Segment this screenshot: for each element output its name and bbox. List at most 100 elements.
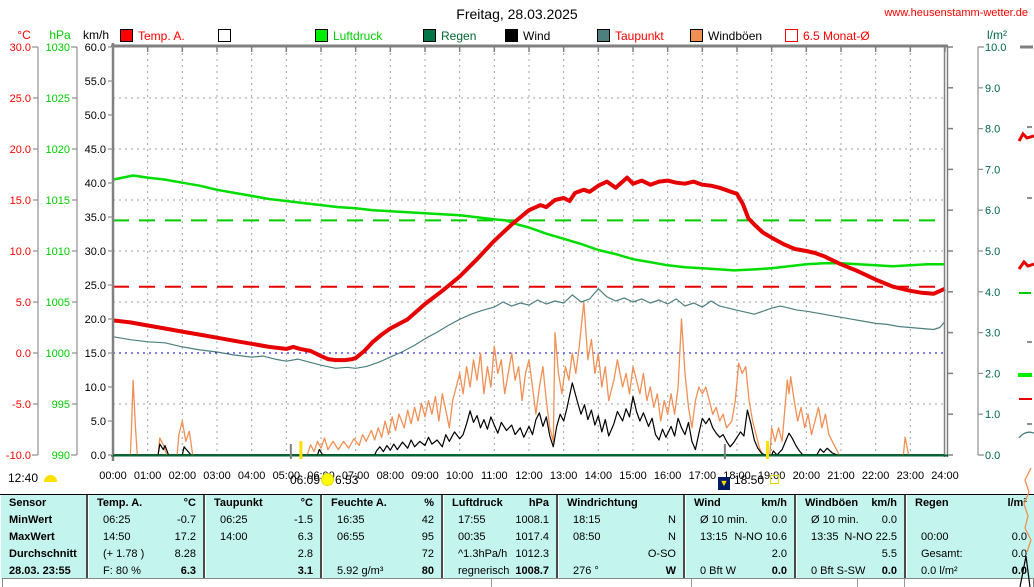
- cell-detail: Ø 10 min.: [811, 514, 859, 527]
- cell-value: 17.2: [174, 530, 196, 543]
- svg-text:2.0: 2.0: [985, 368, 1000, 380]
- adjacent-chart-fragment: [1017, 45, 1034, 587]
- legend-swatch-icon: [423, 29, 436, 42]
- cell-value: -1.5: [294, 514, 313, 527]
- svg-text:l/m²: l/m²: [987, 28, 1007, 42]
- cell-value: N: [668, 514, 676, 527]
- series-windb-en: [113, 301, 945, 456]
- legend-label: Luftdruck: [333, 29, 383, 43]
- cell-value: 1008.1: [515, 514, 549, 527]
- cell-value: 72: [421, 547, 434, 560]
- svg-text:25.0: 25.0: [10, 93, 31, 105]
- legend-item-luftdruck: Luftdruck: [315, 29, 383, 43]
- svg-text:08:00: 08:00: [377, 470, 405, 482]
- cell-value: 6.3: [297, 530, 313, 543]
- cell-value: 42: [421, 514, 434, 527]
- legend-item-taupunkt: Taupunkt: [597, 29, 664, 43]
- svg-text:02:00: 02:00: [169, 470, 197, 482]
- next-panel-sliver: [2, 578, 1034, 587]
- sunrise-time: 6:53: [335, 473, 359, 487]
- sensor-panel-feuchte-a-: Feuchte A.% 16:35 42 06:55 95 72 5.92 g/m³ 80: [322, 495, 443, 579]
- legend-label: Regen: [441, 29, 477, 43]
- svg-text:24:00: 24:00: [931, 470, 959, 482]
- cell-detail: Ø 10 min.: [700, 514, 748, 527]
- sun-axis-markers: [289, 441, 770, 459]
- svg-text:4.0: 4.0: [985, 287, 1000, 299]
- cell-detail: 00:00: [921, 530, 949, 543]
- sensor-panel-taupunkt: Taupunkt °C 06:25 -1.5 14:00 6.3 2.8 3.1: [205, 495, 322, 579]
- svg-text:8.0: 8.0: [985, 124, 1000, 136]
- svg-text:1000: 1000: [46, 348, 70, 360]
- legend-item-windb-en: Windböen: [690, 29, 762, 43]
- cell-detail: 16:35: [337, 514, 365, 527]
- cell-detail: 18:15: [573, 514, 601, 527]
- cell-detail: 0 Bft W: [700, 564, 737, 577]
- svg-text:22:00: 22:00: [862, 470, 890, 482]
- weather-chart: 30.0 25.0 20.0 15.0 10.0 5.0 0.0 -5.0 -10.0 1030 1…: [6, 28, 1007, 482]
- svg-text:18:00: 18:00: [723, 470, 751, 482]
- svg-text:7.0: 7.0: [985, 164, 1000, 176]
- cell-detail: 14:50: [103, 530, 131, 543]
- svg-text:23:00: 23:00: [897, 470, 925, 482]
- svg-text:5.0: 5.0: [985, 246, 1000, 258]
- legend-label: Taupunkt: [615, 29, 664, 43]
- legend-swatch-icon: [597, 29, 610, 42]
- svg-text:15:00: 15:00: [619, 470, 647, 482]
- cell-detail: 5.92 g/m³: [337, 564, 384, 577]
- svg-text:17:00: 17:00: [689, 470, 717, 482]
- cell-detail: 17:55: [458, 514, 486, 527]
- cell-detail: (+ 1.78 ): [103, 547, 145, 560]
- legend-label: Wind: [523, 29, 551, 43]
- website-link[interactable]: www.heusenstamm-wetter.de: [884, 7, 1028, 19]
- legend-label: Temp. A.: [138, 29, 185, 43]
- cell-detail: 06:25: [220, 514, 248, 527]
- svg-text:1025: 1025: [46, 93, 70, 105]
- svg-text:hPa: hPa: [49, 28, 71, 42]
- cell-detail: 08:50: [573, 530, 601, 543]
- svg-text:5.0: 5.0: [91, 416, 106, 428]
- sensor-panel-temp-a-: Temp. A. °C 06:25 -0.7 14:50 17.2 (+ 1.78 ) 8.2…: [88, 495, 205, 579]
- sunset-info: ▼ 18:50: [718, 473, 780, 490]
- reference-lines: [113, 219, 945, 354]
- sensor-row-labels: Sensor MinWert MaxWert Durchschnitt 28.03. 2…: [0, 495, 88, 579]
- svg-text:0.0: 0.0: [985, 450, 1000, 462]
- column-title: Feuchte A.: [331, 497, 387, 510]
- svg-text:50.0: 50.0: [85, 110, 106, 122]
- cell-value: 1012.3: [515, 547, 549, 560]
- cell-detail: Gesamt:: [921, 547, 963, 560]
- cell-value: 95: [421, 530, 434, 543]
- svg-text:30.0: 30.0: [10, 42, 31, 54]
- svg-text:15.0: 15.0: [85, 348, 106, 360]
- svg-text:05:00: 05:00: [273, 470, 301, 482]
- svg-text:990: 990: [52, 450, 70, 462]
- column-unit: °C: [300, 497, 313, 510]
- cell-value: 2.0: [771, 547, 787, 560]
- svg-text:6.0: 6.0: [985, 205, 1000, 217]
- legend-swatch-icon: [315, 29, 328, 42]
- row-label: MinWert: [9, 514, 53, 527]
- cell-value: 8.28: [174, 547, 196, 560]
- svg-text:20.0: 20.0: [10, 144, 31, 156]
- cell-value: -0.7: [177, 514, 196, 527]
- cell-value: O-SO: [647, 547, 676, 560]
- svg-text:00:00: 00:00: [99, 470, 127, 482]
- moon-icon: [44, 475, 58, 482]
- legend-swatch-icon: [690, 29, 703, 42]
- column-title: Windrichtung: [567, 497, 638, 510]
- legend-item-6-5-monat-: 6.5 Monat-Ø: [785, 29, 870, 43]
- cell-detail: F: 80 %: [103, 564, 141, 577]
- svg-text:60.0: 60.0: [85, 42, 106, 54]
- svg-text:995: 995: [52, 399, 70, 411]
- x-axis-labels: 00:0001:0002:0003:0004:0005:0006:0007:00…: [99, 470, 959, 482]
- cell-detail: 14:00: [220, 530, 248, 543]
- cell-value: 0.0: [1011, 547, 1027, 560]
- svg-text:-10.0: -10.0: [6, 450, 31, 462]
- svg-text:07:00: 07:00: [342, 470, 370, 482]
- column-unit: l/m²: [1007, 497, 1027, 510]
- legend-item-wind: Wind: [505, 29, 551, 43]
- cell-value: 5.5: [881, 547, 897, 560]
- legend-swatch-icon: [505, 29, 518, 42]
- svg-text:01:00: 01:00: [134, 470, 162, 482]
- svg-text:5.0: 5.0: [16, 297, 31, 309]
- column-unit: hPa: [528, 497, 549, 510]
